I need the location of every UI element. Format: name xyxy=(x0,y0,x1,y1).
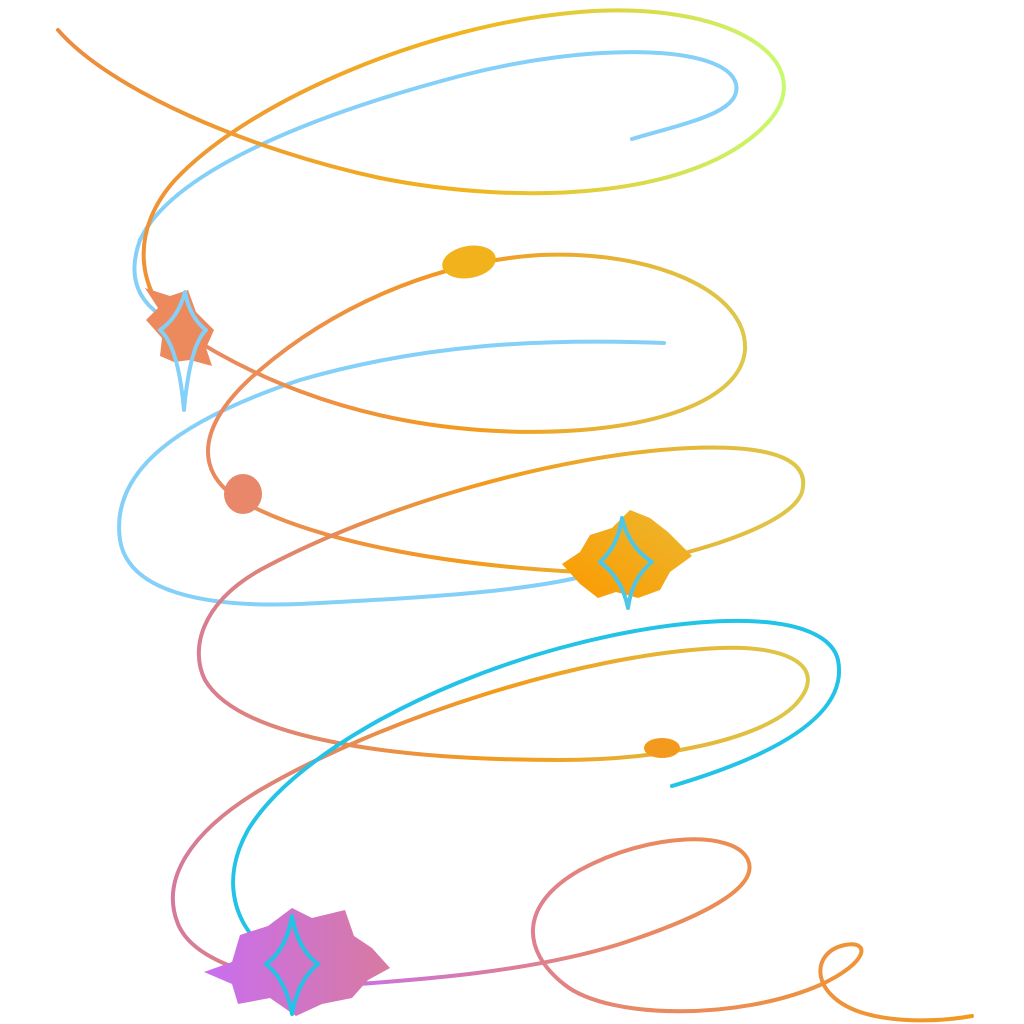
coral-dot xyxy=(224,474,262,514)
coral-burst-sparkle xyxy=(145,288,214,412)
orange-burst-shape xyxy=(562,510,692,598)
second-swirl-ribbon xyxy=(178,252,748,574)
third-swirl-ribbon xyxy=(170,445,810,988)
gold-dot xyxy=(442,245,496,279)
sky-blue-lower-ribbon xyxy=(117,339,666,607)
violet-burst-sparkle xyxy=(204,908,390,1016)
cyan-diamond-sparkle-icon xyxy=(598,516,654,610)
top-swirl-ribbon xyxy=(56,8,786,332)
cyan-swirl-ribbon xyxy=(231,618,842,962)
bottom-swirl-ribbon xyxy=(328,837,974,1023)
cyan-diamond-sparkle-icon xyxy=(264,914,320,1016)
sky-blue-swirl-ribbon xyxy=(132,50,739,332)
orange-burst-sparkle xyxy=(562,510,692,610)
sky-blue-diamond-sparkle-icon xyxy=(158,290,208,412)
small-orange-dot xyxy=(644,738,680,758)
violet-burst-shape xyxy=(204,908,390,1016)
